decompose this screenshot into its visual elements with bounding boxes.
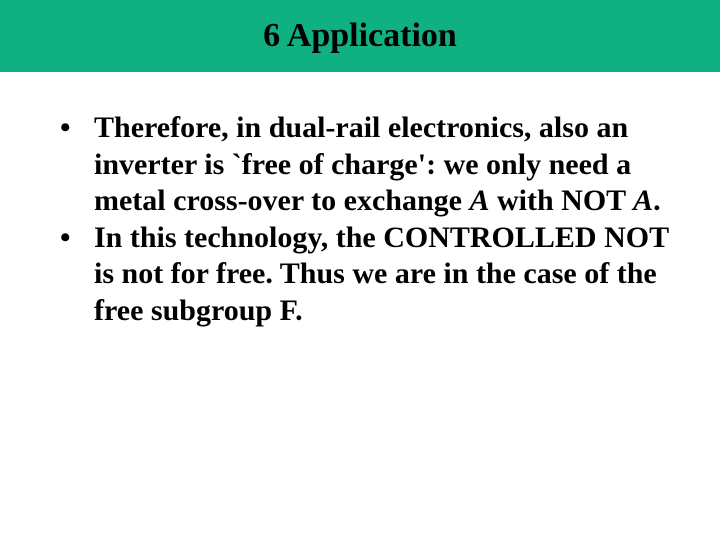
- bullet-text: .: [653, 184, 661, 217]
- slide-body: Therefore, in dual-rail electronics, als…: [0, 72, 720, 330]
- italic-var: A: [633, 184, 653, 217]
- slide-title: 6 Application: [263, 17, 457, 55]
- slide-header: 6 Application: [0, 0, 720, 72]
- italic-var: A: [469, 184, 489, 217]
- list-item: Therefore, in dual-rail electronics, als…: [50, 110, 670, 220]
- bullet-text: with NOT: [489, 184, 633, 217]
- list-item: In this technology, the CONTROLLED NOT i…: [50, 220, 670, 330]
- bullet-text: In this technology, the CONTROLLED NOT i…: [94, 221, 669, 327]
- bullet-list: Therefore, in dual-rail electronics, als…: [50, 110, 670, 330]
